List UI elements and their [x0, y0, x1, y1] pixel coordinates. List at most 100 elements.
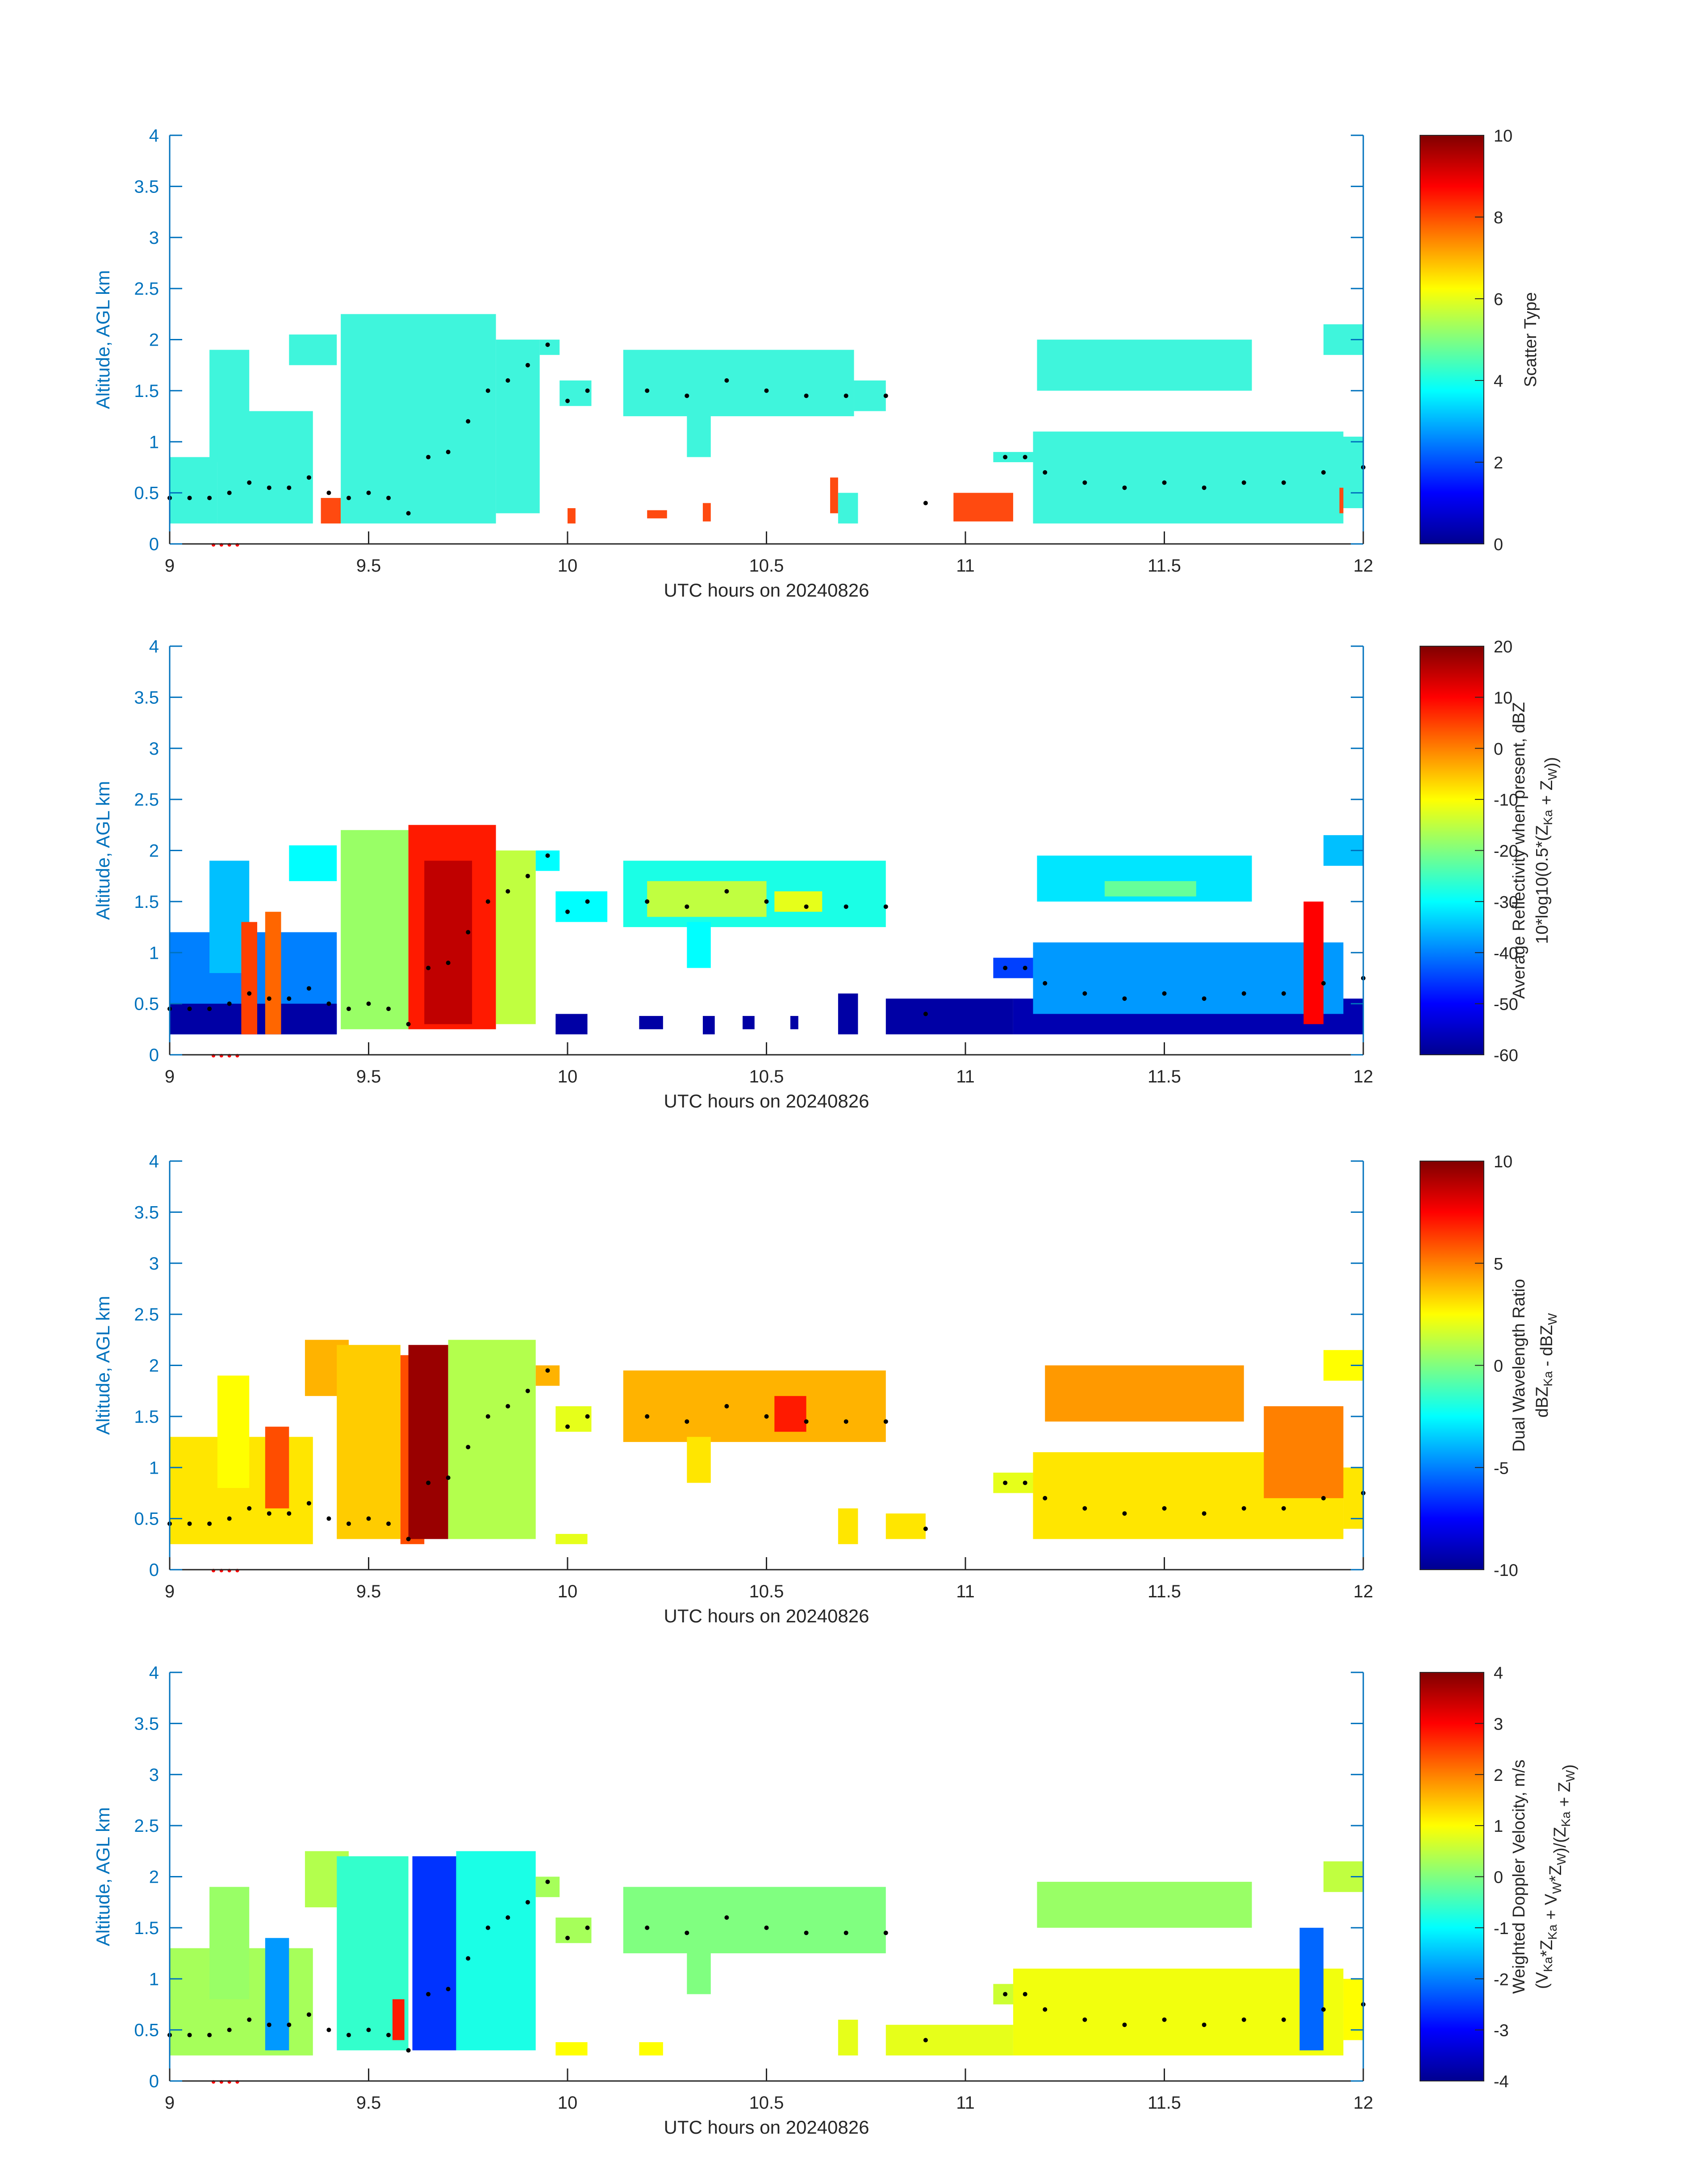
track-point	[187, 2033, 192, 2038]
colorbar-label-part: W	[1545, 768, 1559, 780]
heatmap-cell	[555, 1918, 592, 1943]
colorbar-label: Dual Wavelength Ratio	[1510, 1279, 1528, 1452]
heatmap-cell	[341, 830, 409, 1029]
colorbar-tick-label: 0	[1494, 535, 1503, 554]
y-tick-label: 3.5	[134, 688, 159, 707]
track-point	[1162, 480, 1167, 485]
track-point	[485, 1414, 490, 1419]
heatmap-cell	[687, 1437, 711, 1483]
x-tick-label: 10.5	[749, 1582, 784, 1601]
x-tick-label: 9	[165, 1067, 175, 1086]
colorbar-tick-label: -10	[1494, 1561, 1518, 1580]
colorbar-tick-label: -10	[1494, 791, 1518, 810]
y-tick-label: 1	[149, 943, 159, 963]
x-tick-label: 9.5	[356, 1067, 381, 1086]
heatmap-cell	[838, 1508, 858, 1544]
y-tick-label: 3	[149, 228, 159, 248]
x-tick-label: 9	[165, 556, 175, 576]
track-point	[207, 2033, 212, 2038]
track-point	[1202, 996, 1207, 1001]
x-tick-label: 10.5	[749, 556, 784, 576]
colorbar-tick-label: 5	[1494, 1255, 1503, 1274]
track-point	[645, 899, 650, 904]
track-point	[1241, 2017, 1246, 2022]
colorbar-tick-label: 10	[1494, 689, 1512, 707]
heatmap-cell	[408, 1345, 448, 1539]
colorbar-label-part: Ka	[1559, 1811, 1573, 1827]
heatmap-cell	[448, 1340, 536, 1539]
track-point	[844, 393, 848, 398]
track-point	[1241, 1506, 1246, 1511]
track-point	[565, 1424, 570, 1429]
colorbar-label-part: Average Reflectivity when present, dBZ	[1510, 702, 1528, 999]
heatmap-cell	[647, 881, 767, 917]
track-point	[585, 1414, 590, 1419]
x-tick-label: 9.5	[356, 2093, 381, 2113]
heatmap-cell	[341, 314, 496, 524]
colorbar-label-part: 10*log10(0.5*(Z	[1533, 825, 1552, 944]
y-axis-label: Altitude, AGL km	[92, 1296, 113, 1435]
x-tick-label: 11.5	[1148, 2093, 1181, 2113]
track-point	[685, 1419, 689, 1424]
track-point	[1202, 485, 1207, 490]
track-point	[1202, 2022, 1207, 2027]
x-tick-label: 11.5	[1148, 1582, 1181, 1601]
track-point	[1003, 1480, 1008, 1485]
heatmap-cell	[639, 1016, 663, 1029]
x-tick-label: 11	[956, 1582, 975, 1601]
heatmap-cell	[321, 498, 341, 524]
track-point	[724, 378, 729, 383]
heatmap-cell	[555, 1406, 592, 1432]
colorbar-tick-label: 10	[1494, 1153, 1512, 1171]
track-point	[207, 1007, 212, 1011]
track-point	[267, 485, 271, 490]
heatmap-cell	[687, 922, 711, 968]
track-point	[485, 388, 490, 393]
colorbar-tick-label: -4	[1494, 2073, 1509, 2091]
heatmap-cells	[170, 1340, 1363, 1544]
colorbar: -10 -5 0 5 10 Dual Wavelength Ratio dBZKa - dB…	[1420, 1153, 1559, 1580]
x-tick-label: 9	[165, 2093, 175, 2113]
heatmap-cell	[687, 1948, 711, 1994]
colorbar-label-part: Ka	[1541, 1956, 1555, 1972]
colorbar-label-part: )	[1560, 1764, 1579, 1770]
track-point	[426, 1480, 431, 1485]
x-tick-label: 11	[956, 1067, 975, 1086]
heatmap-cell	[392, 1999, 405, 2040]
colorbar: -4 -3 -2 -1 0 1 2 3 4 Weighted Doppler Velocity, …	[1420, 1664, 1579, 2091]
heatmap-cell	[209, 1887, 250, 1999]
heatmap-cell	[1037, 1881, 1252, 1928]
track-point	[1122, 2022, 1127, 2027]
cloud-base-track	[167, 1879, 1366, 2053]
colorbar-label-part: Ka	[1545, 1924, 1559, 1940]
colorbar-label: 10*log10(0.5*(ZKa + ZW))	[1533, 757, 1561, 944]
track-point	[267, 2022, 271, 2027]
track-point	[485, 1925, 490, 1930]
track-point	[525, 873, 530, 878]
track-point	[764, 899, 769, 904]
track-point	[685, 1930, 689, 1935]
x-tick-label: 12	[1353, 556, 1374, 576]
x-tick-label: 11.5	[1148, 556, 1181, 576]
track-point	[227, 1516, 232, 1521]
y-tick-label: 0	[149, 1045, 159, 1065]
colorbar-label-part: Weighted Doppler Velocity, m/s	[1510, 1759, 1528, 1994]
track-point	[306, 2012, 311, 2017]
colorbar-label-part: + V	[1542, 1893, 1561, 1924]
y-tick-label: 3	[149, 1765, 159, 1785]
track-point	[1321, 981, 1326, 986]
cloud-base-track	[167, 853, 1366, 1027]
heatmap-cell	[337, 1345, 401, 1539]
track-point	[406, 2048, 411, 2053]
track-point	[485, 899, 490, 904]
track-point	[326, 1516, 331, 1521]
track-point	[645, 388, 650, 393]
track-point	[466, 930, 471, 935]
colorbar-gradient	[1420, 1672, 1484, 2081]
x-tick-label: 12	[1353, 1067, 1374, 1086]
x-tick-label: 9.5	[356, 1582, 381, 1601]
colorbar-tick-label: 2	[1494, 1766, 1503, 1785]
colorbar-tick-label: 0	[1494, 1357, 1503, 1376]
track-point	[446, 450, 451, 455]
x-tick-label: 9	[165, 1582, 175, 1601]
